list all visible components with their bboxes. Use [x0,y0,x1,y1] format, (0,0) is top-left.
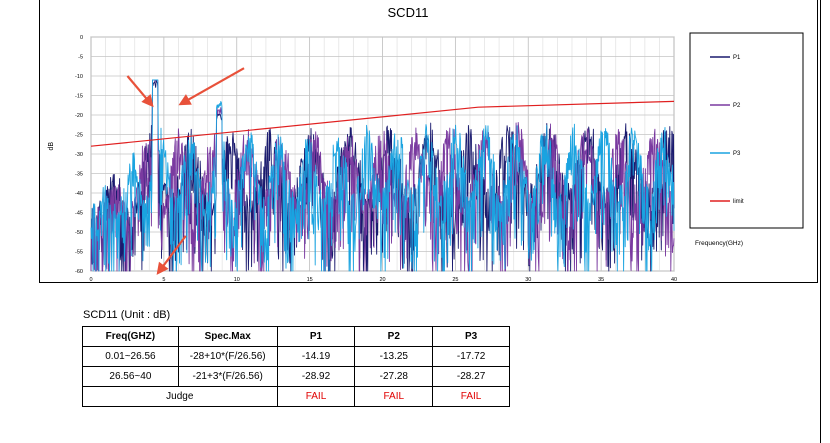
cell-p1: -14.19 [276,346,356,367]
x-tick-label: 20 [379,277,385,283]
x-tick-label: 25 [452,277,458,283]
x-tick-label: 15 [307,277,313,283]
x-tick-label: 40 [671,277,677,283]
y-tick-label: -60 [75,269,83,275]
x-tick-label: 5 [162,277,165,283]
judge-label: Judge [82,386,278,407]
results-table: Freq(GHZ) Spec.Max P1 P2 P3 0.01~26.56 -… [82,326,510,407]
annotation-arrow [186,67,245,102]
y-tick-label: -40 [75,191,83,197]
page-divider [820,0,821,443]
y-tick-label: -25 [75,133,83,139]
y-tick-label: -30 [75,152,83,158]
judge-p1: FAIL [276,386,356,407]
cell-p1: -28.92 [276,366,356,387]
y-tick-label: -20 [75,113,83,119]
table-row: 0.01~26.56 -28+10*(F/26.56) -14.19 -13.2… [82,346,510,367]
header-freq: Freq(GHZ) [82,326,179,347]
series-line-p3 [90,79,675,272]
cell-spec: -28+10*(F/26.56) [177,346,278,367]
header-spec: Spec.Max [177,326,278,347]
legend-box [689,32,804,229]
legend-label-p2: P2 [733,103,741,109]
judge-row: Judge FAIL FAIL FAIL [82,386,510,407]
x-tick-label: 10 [234,277,240,283]
annotation-arrowhead [178,94,192,106]
x-tick-label: 30 [525,277,531,283]
cell-p2: -27.28 [354,366,434,387]
x-tick-label: 35 [598,277,604,283]
chart-title: SCD11 [388,5,429,20]
y-tick-label: 0 [80,35,83,41]
legend-label-p1: P1 [733,55,741,61]
series-line-limit [90,100,675,147]
chart-svg: SCD11 0 -5 -10 -15 -20 -25 -30 -35 -40 -45 -50 -55 -6… [48,5,804,283]
annotation-arrowhead [141,94,154,108]
cell-p2: -13.25 [354,346,434,367]
header-p2: P2 [354,326,434,347]
table-header-row: Freq(GHZ) Spec.Max P1 P2 P3 [82,326,510,347]
table-row: 26.56~40 -21+3*(F/26.56) -28.92 -27.28 -… [82,366,510,387]
y-tick-label: -55 [75,250,83,256]
cell-freq: 26.56~40 [82,366,179,387]
judge-p2: FAIL [354,386,434,407]
judge-p3: FAIL [432,386,510,407]
y-tick-label: -45 [75,211,83,217]
header-p3: P3 [432,326,510,347]
x-axis-label: Frequency(GHz) [695,240,743,247]
header-p1: P1 [276,326,356,347]
cell-p3: -17.72 [432,346,510,367]
annotation-arrow [161,235,187,268]
legend-label-limit: limit [733,199,744,205]
x-tick-label: 0 [89,277,92,283]
cell-p3: -28.27 [432,366,510,387]
chart-frame: SCD11 0 -5 -10 -15 -20 -25 -30 -35 -40 -45 -50 -55 -6… [39,0,818,283]
legend-label-p3: P3 [733,151,741,157]
y-tick-label: -15 [75,94,83,100]
y-axis-label: dB [48,142,55,151]
y-tick-label: -5 [78,55,83,61]
y-tick-label: -10 [75,74,83,80]
annotation-arrow [126,75,149,101]
y-tick-label: -35 [75,172,83,178]
cell-spec: -21+3*(F/26.56) [177,366,278,387]
cell-freq: 0.01~26.56 [82,346,179,367]
annotation-arrowhead [156,261,169,275]
table-title: SCD11 (Unit : dB) [83,309,171,321]
y-tick-label: -50 [75,230,83,236]
